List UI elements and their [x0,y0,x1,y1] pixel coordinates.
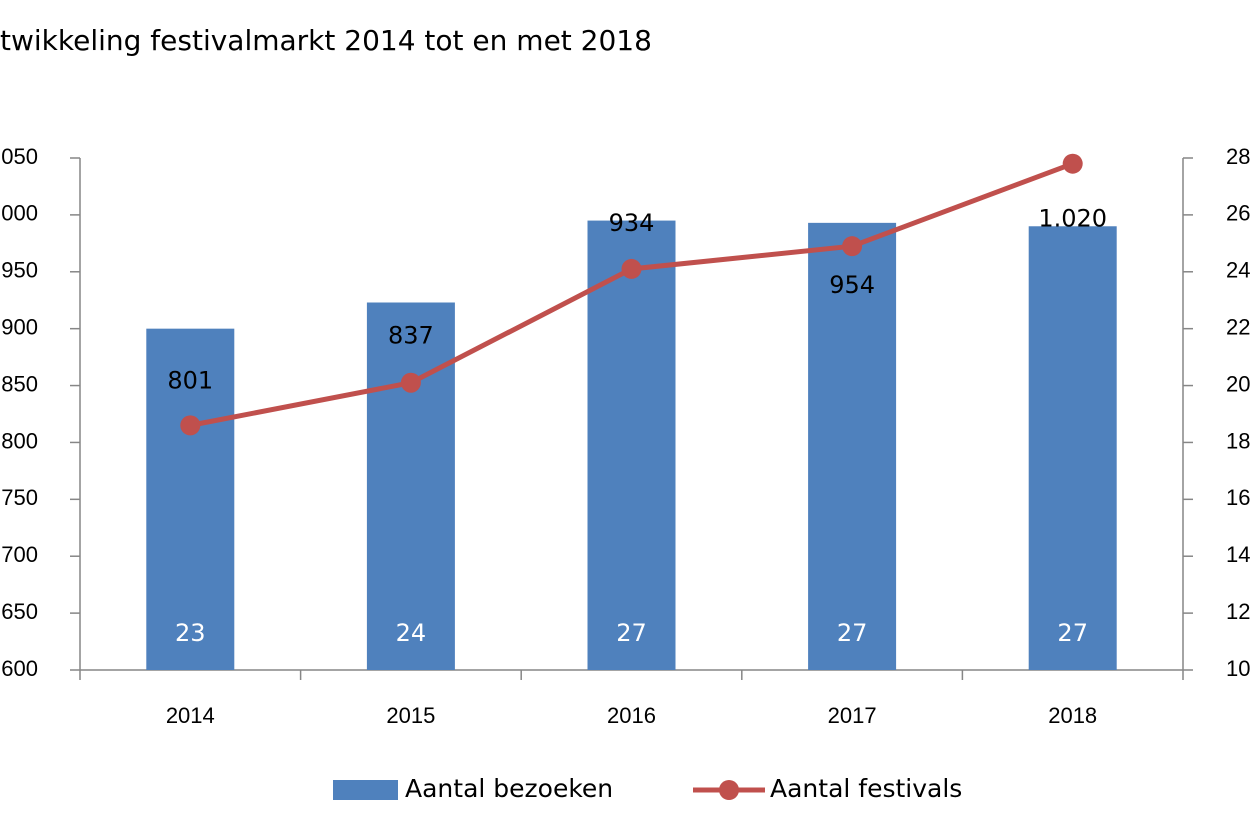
line-label: 934 [609,209,655,237]
bar-label: 24 [396,619,427,647]
line-label: 1.020 [1038,205,1107,233]
y-tick-label: 1.000 [0,201,38,226]
y-tick-label: 900 [1,314,38,339]
line-label: 837 [388,322,434,350]
x-tick-label: 2016 [607,703,656,728]
line-marker [621,258,642,279]
bar-label: 23 [175,619,206,647]
bar-label: 27 [837,619,868,647]
bar [1028,226,1117,670]
line-label: 954 [829,271,875,299]
x-tick-label: 2014 [166,703,215,728]
line-label: 801 [167,366,213,394]
y2-tick-label: 24 [1226,258,1250,283]
legend-swatch [333,780,398,800]
x-tick-label: 2018 [1048,703,1097,728]
line-marker [842,236,863,257]
y-tick-label: 600 [1,656,38,681]
x-tick-label: 2015 [386,703,435,728]
legend-label: Aantal festivals [770,774,962,803]
legend-marker [719,780,739,800]
legend-label: Aantal bezoeken [405,774,613,803]
y2-tick-label: 14 [1226,542,1250,567]
y2-tick-label: 28 [1226,144,1250,169]
y-tick-label: 800 [1,428,38,453]
bar [146,328,235,670]
line-marker [1062,153,1083,174]
y2-tick-label: 16 [1226,485,1250,510]
bar [366,302,455,670]
x-tick-label: 2017 [828,703,877,728]
line-marker [400,372,421,393]
y2-tick-label: 12 [1226,599,1250,624]
y2-tick-label: 20 [1226,371,1250,396]
bar-label: 27 [1057,619,1088,647]
y2-tick-label: 10 [1226,656,1250,681]
y-tick-label: 950 [1,258,38,283]
y2-tick-label: 26 [1226,201,1250,226]
y-tick-label: 1.050 [0,144,38,169]
y-tick-label: 750 [1,485,38,510]
bar [587,220,676,671]
y-tick-label: 850 [1,371,38,396]
y2-tick-label: 22 [1226,314,1250,339]
y-tick-label: 700 [1,542,38,567]
bar [808,222,897,670]
bar-label: 27 [616,619,647,647]
y-tick-label: 650 [1,599,38,624]
chart-title: twikkeling festivalmarkt 2014 tot en met… [0,24,652,57]
y2-tick-label: 18 [1226,428,1250,453]
line-marker [180,415,201,436]
